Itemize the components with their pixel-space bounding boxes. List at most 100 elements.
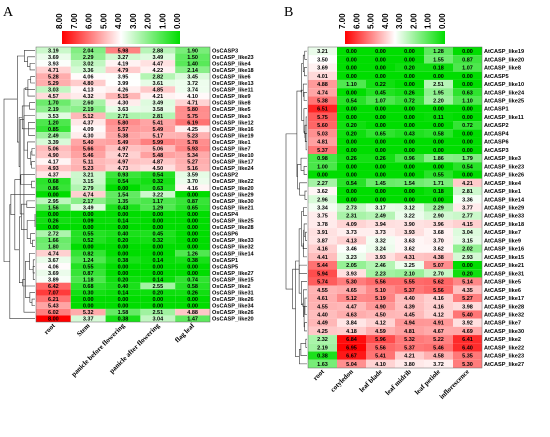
cell-value-label: 3.70 — [433, 238, 444, 244]
cell-value-label: 0.54 — [118, 179, 130, 185]
cell-value-label: 0.26 — [187, 291, 198, 297]
heatmap-cell — [395, 359, 424, 368]
heatmap-cell — [308, 170, 337, 179]
cell-value-label: 4.58 — [433, 354, 444, 360]
heatmap-cell — [105, 60, 141, 67]
heatmap-cell — [105, 249, 141, 257]
cell-value-label: 5.14 — [462, 280, 474, 286]
cell-value-label: 2.29 — [83, 55, 94, 61]
dendrogram-branch — [304, 190, 307, 200]
dendrogram-branch — [297, 163, 302, 190]
cell-value-label: 7.07 — [48, 291, 59, 297]
legend-tick-label: 3.00 — [395, 13, 404, 29]
heatmap-cell — [105, 236, 141, 244]
heatmap-cell — [70, 66, 106, 74]
dendrogram-branch — [31, 298, 35, 306]
heatmap-cell — [424, 121, 453, 130]
heatmap-cell — [337, 71, 366, 80]
cell-value-label: 3.72 — [433, 362, 444, 368]
cell-value-label: 6.67 — [346, 354, 357, 360]
cell-value-label: 4.71 — [48, 68, 59, 74]
cell-value-label: 2.19 — [83, 107, 94, 113]
row-dendrogram — [285, 50, 307, 365]
heatmap-cell — [337, 326, 366, 336]
heatmap-cell — [70, 315, 106, 322]
cell-value-label: 0.20 — [152, 291, 163, 297]
cell-value-label: 4.50 — [375, 313, 386, 319]
cell-value-label: 0.45 — [152, 232, 163, 238]
cell-value-label: 0.00 — [433, 164, 444, 170]
cell-value-label: 3.96 — [433, 222, 444, 228]
heatmap-cell — [337, 154, 366, 163]
heatmap-cell — [36, 243, 71, 250]
cell-value-label: 3.93 — [346, 271, 357, 277]
heatmap-cell — [424, 112, 453, 122]
gene-label: AtCASP_like15 — [484, 255, 524, 261]
heatmap-cell — [395, 154, 424, 163]
cell-value-label: 1.40 — [187, 61, 198, 67]
cell-value-label: 5.49 — [118, 140, 129, 146]
heatmap-cell — [395, 55, 424, 64]
cell-value-label: 0.00 — [187, 271, 198, 277]
heatmap-cell — [366, 293, 395, 303]
heatmap-cell — [366, 326, 395, 336]
heatmap-cell — [453, 359, 482, 368]
heatmap-cell — [36, 99, 71, 106]
heatmap-cell — [36, 66, 71, 74]
cell-value-label: 4.21 — [152, 94, 163, 100]
heatmap-cell — [140, 164, 176, 172]
cell-value-label: 0.00 — [433, 148, 444, 154]
cell-value-label: 3.68 — [433, 230, 444, 236]
dendrogram-branch — [295, 260, 300, 357]
heatmap-cell — [366, 170, 395, 179]
cell-value-label: 3.49 — [152, 55, 163, 61]
heatmap-cell — [308, 293, 337, 303]
cell-value-label: 4.09 — [346, 222, 357, 228]
gene-label: AtCASP_like28 — [484, 304, 524, 310]
cell-value-label: 2.20 — [433, 99, 444, 105]
cell-value-label: 3.12 — [404, 206, 415, 212]
gene-label: AtCASP_like23 — [484, 354, 524, 360]
heatmap-cell — [105, 171, 141, 178]
heatmap-cell — [105, 295, 141, 303]
cell-value-label: 0.68 — [48, 179, 59, 185]
cell-value-label: 0.32 — [152, 238, 163, 244]
cell-value-label: 4.74 — [83, 192, 95, 198]
cell-value-label: 3.53 — [48, 114, 59, 120]
cell-value-label: 2.71 — [118, 114, 129, 120]
heatmap-cell — [308, 195, 337, 204]
cell-value-label: 0.65 — [187, 205, 198, 211]
heatmap-cell — [140, 47, 176, 54]
cell-value-label: 4.21 — [462, 181, 473, 187]
gene-label: OsCASP_like28 — [212, 225, 254, 231]
cell-value-label: 6.95 — [346, 345, 357, 351]
column-label: root — [312, 367, 327, 382]
gene-label: OsCASP_like24 — [212, 166, 255, 172]
cell-value-label: 5.11 — [83, 160, 93, 166]
gene-label: AtCASP_like9 — [484, 238, 521, 244]
heatmap-cell — [36, 263, 71, 270]
cell-value-label: 0.00 — [118, 225, 129, 231]
heatmap-cell — [175, 47, 210, 54]
heatmap-cell — [70, 256, 106, 264]
heatmap-cell — [175, 132, 210, 139]
cell-value-label: 1.70 — [48, 101, 59, 107]
heatmap-cell — [337, 359, 366, 368]
heatmap-cell — [366, 186, 395, 196]
dendrogram-branch — [298, 228, 302, 294]
heatmap-cell — [105, 243, 141, 250]
gene-label: OsCASP_like15 — [212, 277, 254, 283]
cell-value-label: 0.00 — [433, 197, 444, 203]
cell-value-label: 4.55 — [317, 288, 328, 294]
cell-value-label: 4.40 — [317, 313, 328, 319]
heatmap-cell — [366, 228, 395, 237]
heatmap-cell — [105, 177, 141, 185]
column-label: leaf petiole — [413, 368, 442, 397]
cell-value-label: 0.00 — [346, 148, 357, 154]
cell-value-label: 3.04 — [152, 317, 164, 323]
heatmap-cell — [395, 162, 424, 171]
heatmap-cell — [308, 219, 337, 229]
heatmap-cell — [105, 138, 141, 146]
cell-value-label: 1.20 — [48, 120, 59, 126]
